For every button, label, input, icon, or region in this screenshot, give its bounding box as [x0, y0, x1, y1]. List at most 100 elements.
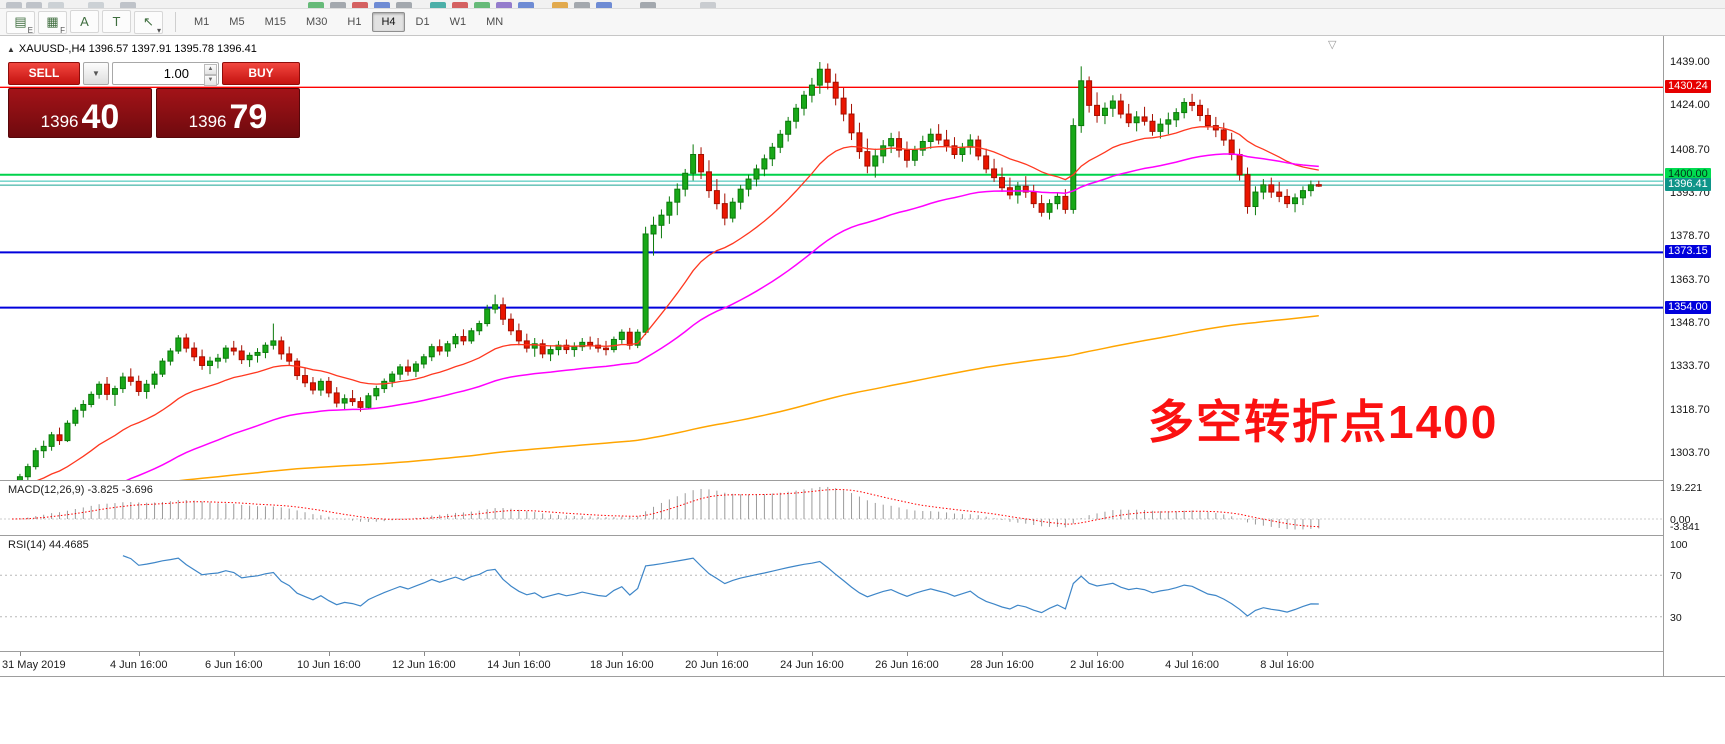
collapse-icon[interactable]: ▲ [7, 45, 15, 54]
time-tick [138, 652, 140, 656]
cutoff-icon [496, 2, 512, 8]
pointer-tool-icon-sub: ▾ [156, 25, 161, 35]
price-line-label: 1430.24 [1665, 80, 1711, 94]
volume-down-button[interactable]: ▼ [204, 75, 217, 86]
toolbar: ▤ E ▦ F A T ↖ ▾ M1 M5 M15 M30 H1 H4 D1 W1 MN [0, 9, 1725, 36]
rsi-axis-label: 100 [1670, 539, 1688, 551]
bid-integer: 1396 [40, 112, 79, 131]
time-label: 24 Jun 16:00 [780, 659, 844, 671]
price-line-label: 1354.00 [1665, 300, 1711, 314]
cutoff-icon [552, 2, 568, 8]
macd-chart[interactable] [0, 481, 1663, 535]
cutoff-icon [574, 2, 590, 8]
cutoff-icon [352, 2, 368, 8]
cutoff-icon [26, 2, 42, 8]
time-tick [423, 652, 425, 656]
price-tick: 1303.70 [1670, 447, 1710, 460]
panel-separator[interactable] [0, 480, 1725, 481]
rsi-chart[interactable] [0, 536, 1663, 651]
bid-pips: 40 [81, 98, 120, 137]
time-label: 14 Jun 16:00 [487, 659, 551, 671]
time-tick [1192, 652, 1194, 656]
time-label: 10 Jun 16:00 [296, 659, 361, 671]
timeframe-mn[interactable]: MN [486, 16, 504, 28]
ask-price-box[interactable]: 1396 79 [156, 88, 300, 138]
time-label: 4 Jun 16:00 [109, 659, 168, 671]
macd-axis-label: 19.221 [1670, 482, 1703, 494]
timeframe-h4[interactable]: H4 [372, 12, 405, 32]
cutoff-icon [330, 2, 346, 8]
chevron-down-icon: ▼ [92, 69, 100, 78]
time-tick [233, 652, 235, 656]
time-label: 8 Jul 16:00 [1260, 659, 1315, 671]
cutoff-icon [596, 2, 612, 8]
macd-panel[interactable] [0, 481, 1663, 535]
price-axis[interactable]: 1439.00 1424.00 1408.70 1393.70 1378.70 1363.… [1663, 36, 1725, 676]
volume-input[interactable] [115, 64, 191, 83]
ask-integer: 1396 [188, 112, 227, 131]
grid-icon-sub: F [60, 25, 65, 35]
price-line-label: 1373.15 [1665, 245, 1711, 259]
cutoff-icon [120, 2, 136, 8]
charts-icon[interactable]: ▤ E [6, 10, 35, 35]
cutoff-icon [452, 2, 468, 8]
panel-separator[interactable] [0, 535, 1725, 536]
text-label-icon[interactable]: T [102, 10, 131, 34]
price-tick: 1424.00 [1670, 99, 1710, 112]
order-type-dropdown[interactable]: ▼ [83, 62, 109, 85]
rsi-axis-label: 70 [1670, 570, 1682, 583]
panel-separator [0, 676, 1725, 677]
price-line-label: 1396.41 [1665, 178, 1711, 192]
time-label: 26 Jun 16:00 [875, 659, 939, 671]
moving-average-300 [178, 315, 1319, 480]
price-tick: 1318.70 [1670, 403, 1710, 416]
macd-axis-label: 0.00 [1670, 514, 1691, 527]
price-tick: 1439.00 [1670, 56, 1710, 68]
chart-text-annotation[interactable]: 多空转折点1400 [1148, 396, 1499, 448]
buy-button[interactable]: BUY [222, 62, 300, 85]
timeframe-m15[interactable]: M15 [264, 16, 286, 28]
macd-axis-label: -3.841 [1670, 521, 1700, 534]
a-tool-icon[interactable]: A [70, 10, 99, 34]
time-label: 28 Jun 16:00 [970, 659, 1034, 671]
volume-up-button[interactable]: ▲ [204, 64, 217, 75]
symbol-ohlc-text: XAUUSD-,H4 1396.57 1397.91 1395.78 1396.… [18, 43, 257, 55]
price-tick: 1333.70 [1670, 360, 1710, 373]
time-label: 4 Jul 16:00 [1165, 659, 1219, 671]
time-axis[interactable]: 31 May 2019 4 Jun 16:00 6 Jun 16:00 10 Jun … [0, 652, 1663, 676]
chart-shift-marker[interactable]: ▽ [1328, 39, 1337, 51]
timeframe-w1[interactable]: W1 [449, 16, 467, 28]
timeframe-m30[interactable]: M30 [305, 16, 328, 28]
cutoff-icon [374, 2, 390, 8]
price-line-label: 1400.00 [1665, 167, 1711, 181]
time-label: 2 Jul 16:00 [1070, 659, 1124, 671]
cutoff-toolbar-row [0, 0, 1725, 9]
time-label: 20 Jun 16:00 [685, 659, 749, 671]
bid-price-box[interactable]: 1396 40 [8, 88, 152, 138]
rsi-label: RSI(14) 44.4685 [8, 539, 89, 551]
cutoff-icon [518, 2, 534, 8]
time-tick [621, 652, 623, 656]
panel-separator[interactable] [0, 651, 1725, 652]
candlestick-chart[interactable] [0, 36, 1663, 480]
time-label: 12 Jun 16:00 [392, 659, 456, 671]
price-tick: 1363.70 [1670, 273, 1710, 286]
sell-button[interactable]: SELL [8, 62, 80, 85]
timeframe-d1[interactable]: D1 [415, 16, 430, 28]
cutoff-icon [430, 2, 446, 8]
timeframe-m5[interactable]: M5 [229, 16, 245, 28]
price-tick: 1408.70 [1670, 143, 1710, 156]
timeframe-h1[interactable]: H1 [347, 16, 362, 28]
grid-icon[interactable]: ▦ F [38, 10, 67, 35]
time-tick [19, 652, 21, 656]
one-click-trading-panel: SELL ▼ ▲ ▼ BUY 1396 40 1396 79 [8, 62, 300, 138]
timeframe-m1[interactable]: M1 [194, 16, 210, 28]
symbol-header: ▲ XAUUSD-,H4 1396.57 1397.91 1395.78 1396… [7, 43, 257, 55]
rsi-panel[interactable] [0, 536, 1663, 651]
time-tick [328, 652, 330, 656]
moving-average-21 [36, 126, 1319, 480]
pointer-tool-icon[interactable]: ↖ ▾ [134, 10, 163, 35]
cutoff-icon [474, 2, 490, 8]
time-tick [1287, 652, 1289, 656]
price-tick: 1378.70 [1670, 230, 1710, 243]
